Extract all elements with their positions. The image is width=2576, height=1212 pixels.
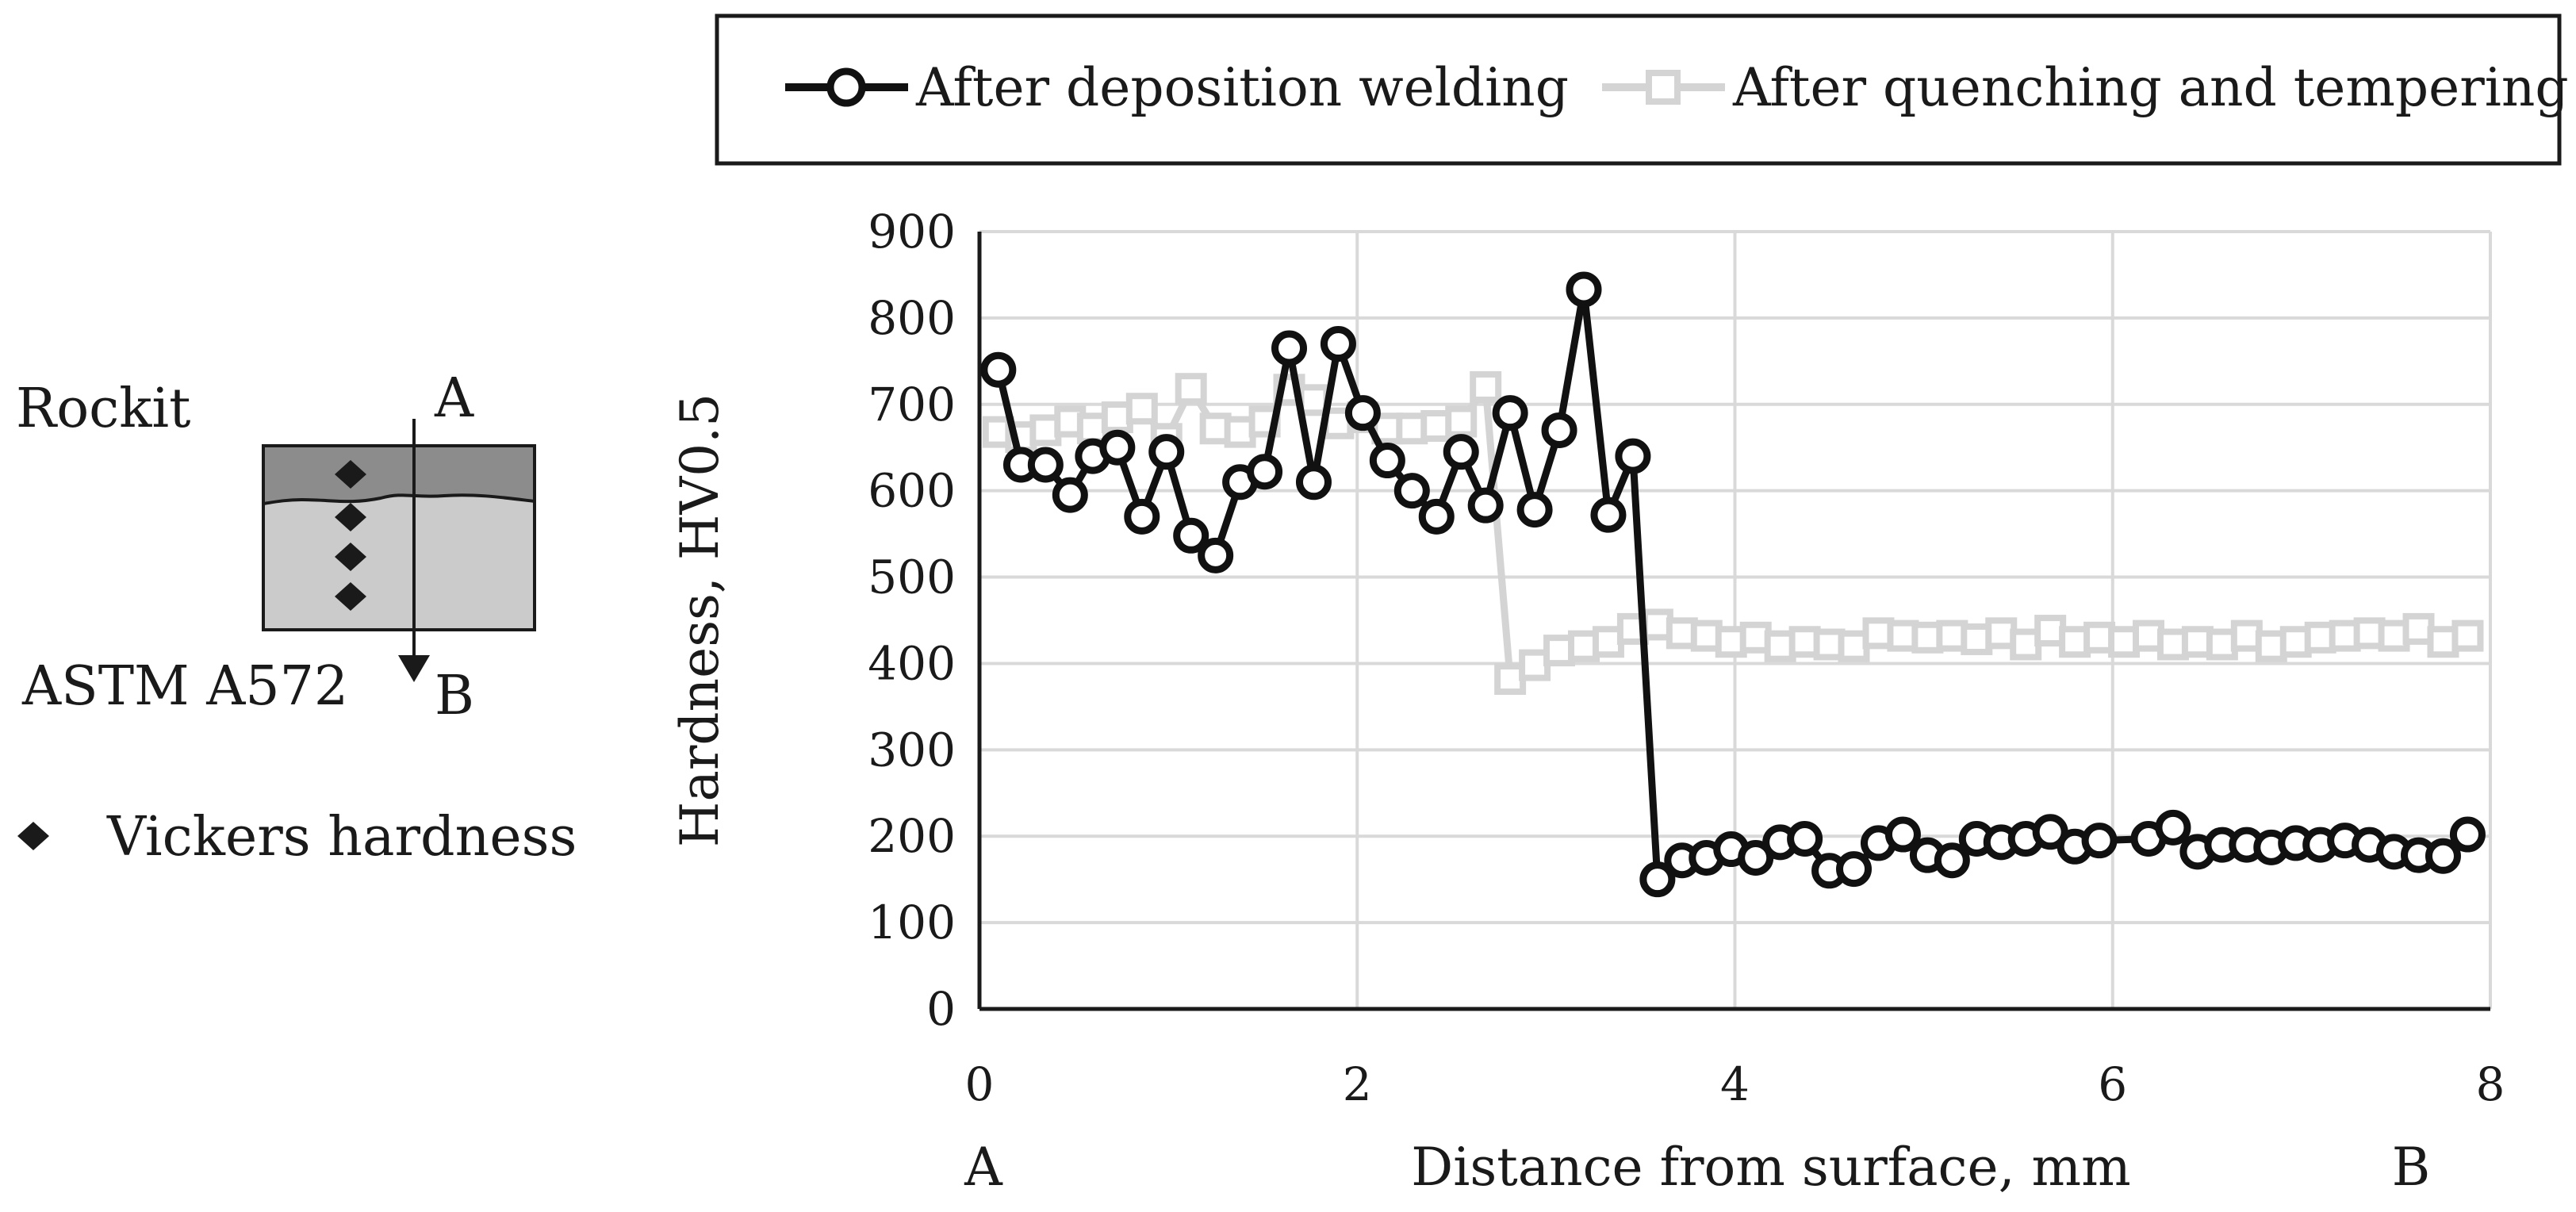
data-point-welding [980,351,1017,388]
grid-lines [979,230,2492,1009]
cross-section-schematic: Rockit A B ASTM A572 Vickers hardness [16,367,577,869]
legend-welding-label: After deposition welding [915,57,1569,118]
data-point-tempering [1298,384,1330,416]
data-point-welding [1443,434,1479,470]
hardness-indent-marker [335,460,366,489]
data-point-welding [1124,498,1160,535]
data-point-welding [1173,517,1209,554]
data-point-welding [1393,473,1430,509]
data-point-welding [1247,454,1283,490]
coating-layer [262,444,536,506]
data-point-tempering [1125,393,1158,425]
x-tick-label: 4 [1720,1057,1750,1111]
hardness-indent-marker [335,503,366,531]
x-tick-label: 8 [2476,1057,2505,1111]
y-tick-label: 200 [868,809,956,863]
y-tick-label: 700 [868,378,956,431]
data-point-welding [2449,816,2486,853]
measurement-arrow-head [398,655,430,682]
data-point-tempering [2451,619,2484,652]
x-tick-labels: 0 2 4 6 8 [965,1057,2505,1111]
series-line [995,286,2471,884]
data-point-tempering [2353,617,2386,650]
data-point-welding [1271,330,1308,366]
data-series [980,271,2486,898]
data-point-welding [1738,839,1774,876]
data-point-welding [1418,498,1455,535]
y-axis-title: Hardness, HV0.5 [669,393,730,847]
data-point-welding [2081,823,2118,859]
y-tick-label: 800 [868,291,956,345]
substrate-label: ASTM A572 [21,655,348,718]
data-point-tempering [1961,623,1993,655]
data-point-welding [1198,537,1234,573]
axes [977,232,2490,1011]
x-tick-label: 2 [1343,1057,1372,1111]
data-point-welding [2032,814,2068,850]
data-point-tempering [1911,621,1944,654]
y-tick-label: 600 [868,464,956,518]
data-point-welding [1615,438,1651,474]
data-point-tempering [1739,621,1772,654]
hardness-indent-marker [335,543,366,571]
legend-welding-marker [826,67,866,107]
chart-legend: After deposition welding After quenching… [715,13,2569,166]
data-point-tempering [1788,626,1821,658]
coating-label: Rockit [16,378,191,440]
data-point-welding [1934,842,1970,879]
vickers-marker-key-icon [17,822,49,850]
x-tick-label: 0 [965,1057,995,1111]
data-point-welding [1541,412,1577,448]
data-point-welding [1492,395,1528,431]
data-point-welding [2425,838,2461,874]
data-point-welding [1027,447,1064,483]
data-point-tempering [1470,371,1502,403]
legend-tempering-marker [1646,70,1681,105]
x-tick-label: 6 [2098,1057,2127,1111]
data-point-welding [1566,271,1602,308]
data-point-welding [1787,820,1823,857]
data-point-welding [1052,477,1088,513]
hardness-indent-marker [335,582,366,611]
y-tick-label: 100 [868,896,956,949]
data-point-tempering [1592,626,1624,658]
x-start-label: A [964,1137,1003,1198]
data-point-tempering [1445,405,1478,438]
y-tick-label: 900 [868,205,956,259]
data-point-welding [1516,492,1553,528]
series-after-deposition-welding [980,271,2486,898]
data-point-welding [1369,443,1405,479]
y-tick-label: 500 [868,550,956,604]
data-point-tempering [1076,412,1109,445]
y-tick-label: 0 [926,982,956,1036]
point-a-label: A [434,367,474,430]
x-end-label: B [2392,1137,2431,1198]
y-tick-label: 400 [868,636,956,690]
data-point-welding [2155,809,2191,846]
data-point-welding [1884,816,1921,853]
data-point-welding [1295,464,1332,501]
data-point-welding [1467,487,1504,524]
data-point-welding [1836,851,1873,888]
data-point-tempering [1175,373,1207,405]
data-point-welding [1590,497,1627,533]
data-point-tempering [2132,619,2164,652]
data-point-welding [1639,861,1676,898]
data-point-welding [1320,326,1356,362]
point-b-label: B [435,665,474,727]
data-point-welding [1344,395,1381,431]
data-point-tempering [2402,612,2435,645]
data-point-welding [1099,429,1136,466]
data-point-welding [1148,434,1185,470]
y-tick-label: 300 [868,723,956,777]
legend-tempering-label: After quenching and tempering [1732,57,2569,118]
series-after-quenching-tempering [982,371,2484,696]
x-axis-title: Distance from surface, mm [1411,1137,2130,1198]
y-tick-labels: 0 100 200 300 400 500 600 700 800 900 [868,205,956,1036]
vickers-hardness-key-label: Vickers hardness [106,806,577,869]
